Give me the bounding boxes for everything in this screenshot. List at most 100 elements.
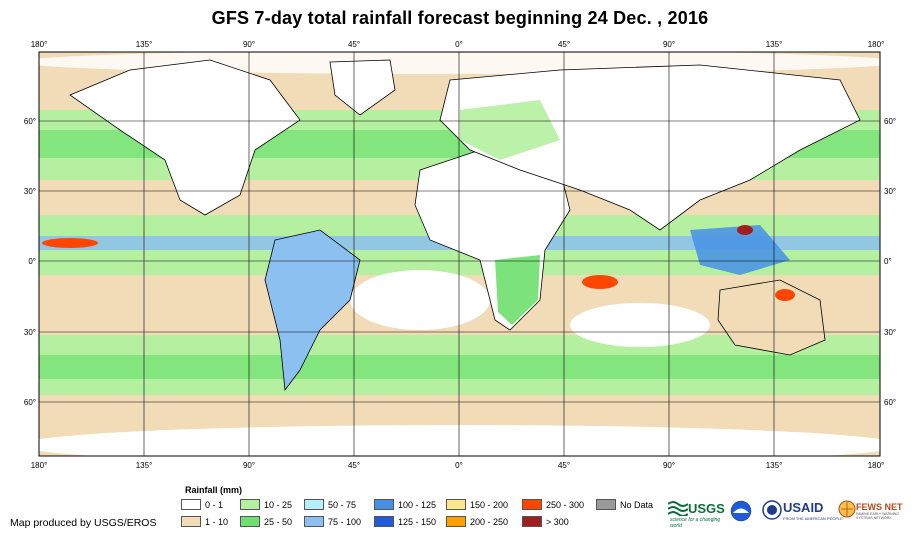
dry-zone-indian-ocean	[570, 303, 710, 347]
legend-swatch	[240, 499, 260, 510]
legend-swatch	[522, 499, 542, 510]
fews-net-logo-text: FEWS NET	[856, 502, 903, 512]
legend-item-8: 150 - 200	[446, 499, 508, 510]
lat-tick-left-0: 60°	[24, 117, 36, 126]
legend-item-9: 200 - 250	[446, 516, 508, 527]
lon-tick-bottom-2: 90°	[243, 461, 255, 470]
lon-tick-bottom-1: 135°	[136, 461, 153, 470]
usgs-tagline: science for a changing world	[670, 517, 721, 529]
europe-rain	[460, 100, 560, 160]
legend-item-2: 10 - 25	[240, 499, 292, 510]
heavy-rain-indian-ocean	[582, 275, 618, 289]
legend-label: 200 - 250	[470, 516, 509, 527]
lat-ticks-left: 60° 30° 0° 30° 60°	[24, 117, 36, 407]
legend-item-7: 125 - 150	[374, 516, 436, 527]
legend-title: Rainfall (mm)	[185, 485, 243, 495]
heavy-rain-philippines	[737, 225, 753, 235]
legend-item-10: 250 - 300	[522, 499, 584, 510]
lon-tick-bottom-8: 180°	[868, 461, 885, 470]
legend-item-6: 100 - 125	[374, 499, 436, 510]
map-frame	[38, 51, 881, 457]
heavy-rain-central-pacific	[42, 238, 98, 248]
legend-item-3: 25 - 50	[240, 516, 292, 527]
legend-item-1: 1 - 10	[181, 516, 228, 527]
lat-tick-right-3: 30°	[884, 328, 896, 337]
graticule	[39, 52, 880, 456]
legend-label: No Data	[620, 499, 654, 510]
lat-tick-right-1: 30°	[884, 187, 896, 196]
lon-tick-bottom-0: 180°	[31, 461, 48, 470]
lon-tick-bottom-3: 45°	[348, 461, 360, 470]
legend-swatch	[181, 516, 201, 527]
usgs-logo: USGS	[668, 500, 725, 516]
fews-net-globe-icon	[838, 500, 856, 518]
legend-label: 75 - 100	[328, 516, 362, 527]
legend-swatch	[181, 499, 201, 510]
usgs-wave-icon	[668, 501, 688, 516]
legend-swatch	[446, 516, 466, 527]
fews-net-tagline: FAMINE EARLY WARNING SYSTEMS NETWORK	[856, 512, 899, 520]
southern-africa-rain	[495, 255, 540, 325]
lon-tick-top-8: 180°	[868, 40, 885, 49]
greenland-land	[329, 59, 396, 116]
legend-swatch	[304, 516, 324, 527]
south-america-land	[264, 229, 361, 392]
dry-zone-antarctica	[39, 425, 880, 456]
lat-ticks-right: 60° 30° 0° 30° 60°	[884, 117, 896, 407]
usaid-logo: USAID	[783, 500, 823, 515]
legend-swatch	[522, 516, 542, 527]
rain-band-south-core	[39, 355, 880, 379]
lon-ticks-top: 180° 135° 90° 45° 0° 45° 90° 135° 180°	[31, 40, 885, 49]
usaid-logo-text: USAID	[783, 500, 824, 515]
heavy-rain-australia	[775, 289, 795, 301]
usaid-tagline: FROM THE AMERICAN PEOPLE	[783, 516, 843, 521]
legend-label: 250 - 300	[546, 499, 585, 510]
legend-swatch	[446, 499, 466, 510]
legend-label: > 300	[546, 516, 569, 527]
legend-label: 1 - 10	[205, 516, 229, 527]
legend-item-12: No Data	[596, 499, 653, 510]
legend-label: 25 - 50	[264, 516, 293, 527]
legend-item-11: > 300	[522, 516, 569, 527]
eurasia-land	[439, 64, 861, 231]
lon-tick-top-3: 45°	[348, 40, 360, 49]
legend-label: 125 - 150	[398, 516, 437, 527]
lat-tick-right-2: 0°	[884, 257, 892, 266]
lon-tick-bottom-7: 135°	[766, 461, 783, 470]
north-america-land	[69, 59, 301, 216]
australia-land	[717, 279, 826, 356]
legend-swatch	[240, 516, 260, 527]
lat-tick-left-3: 30°	[24, 328, 36, 337]
dry-zone-east-pacific	[60, 278, 220, 322]
lat-tick-right-4: 60°	[884, 398, 896, 407]
lat-tick-right-0: 60°	[884, 117, 896, 126]
lon-tick-top-6: 90°	[663, 40, 675, 49]
lon-tick-top-0: 180°	[31, 40, 48, 49]
lat-tick-left-4: 60°	[24, 398, 36, 407]
lon-tick-bottom-5: 45°	[558, 461, 570, 470]
legend-swatch	[374, 499, 394, 510]
legend-label: 10 - 25	[264, 499, 293, 510]
legend-item-5: 75 - 100	[304, 516, 361, 527]
legend-label: 0 - 1	[205, 499, 224, 510]
credit-text: Map produced by USGS/EROS	[10, 517, 157, 529]
legend-swatch	[374, 516, 394, 527]
dry-zone-south-atlantic	[350, 270, 490, 330]
usaid-seal-icon	[762, 500, 782, 520]
usgs-logo-text: USGS	[688, 500, 725, 516]
map-title: GFS 7-day total rainfall forecast beginn…	[211, 8, 709, 28]
legend-label: 50 - 75	[328, 499, 357, 510]
lon-tick-top-1: 135°	[136, 40, 153, 49]
lon-tick-top-2: 90°	[243, 40, 255, 49]
legend-swatch	[304, 499, 324, 510]
legend-label: 100 - 125	[398, 499, 437, 510]
legend-item-4: 50 - 75	[304, 499, 356, 510]
fews-net-logo: FEWS NET	[856, 502, 903, 512]
maritime-continent-rain	[690, 225, 790, 275]
lat-tick-left-2: 0°	[28, 257, 36, 266]
lon-tick-top-4: 0°	[455, 40, 463, 49]
lon-tick-top-5: 45°	[558, 40, 570, 49]
lon-ticks-bottom: 180° 135° 90° 45° 0° 45° 90° 135° 180°	[31, 461, 885, 470]
lon-tick-top-7: 135°	[766, 40, 783, 49]
